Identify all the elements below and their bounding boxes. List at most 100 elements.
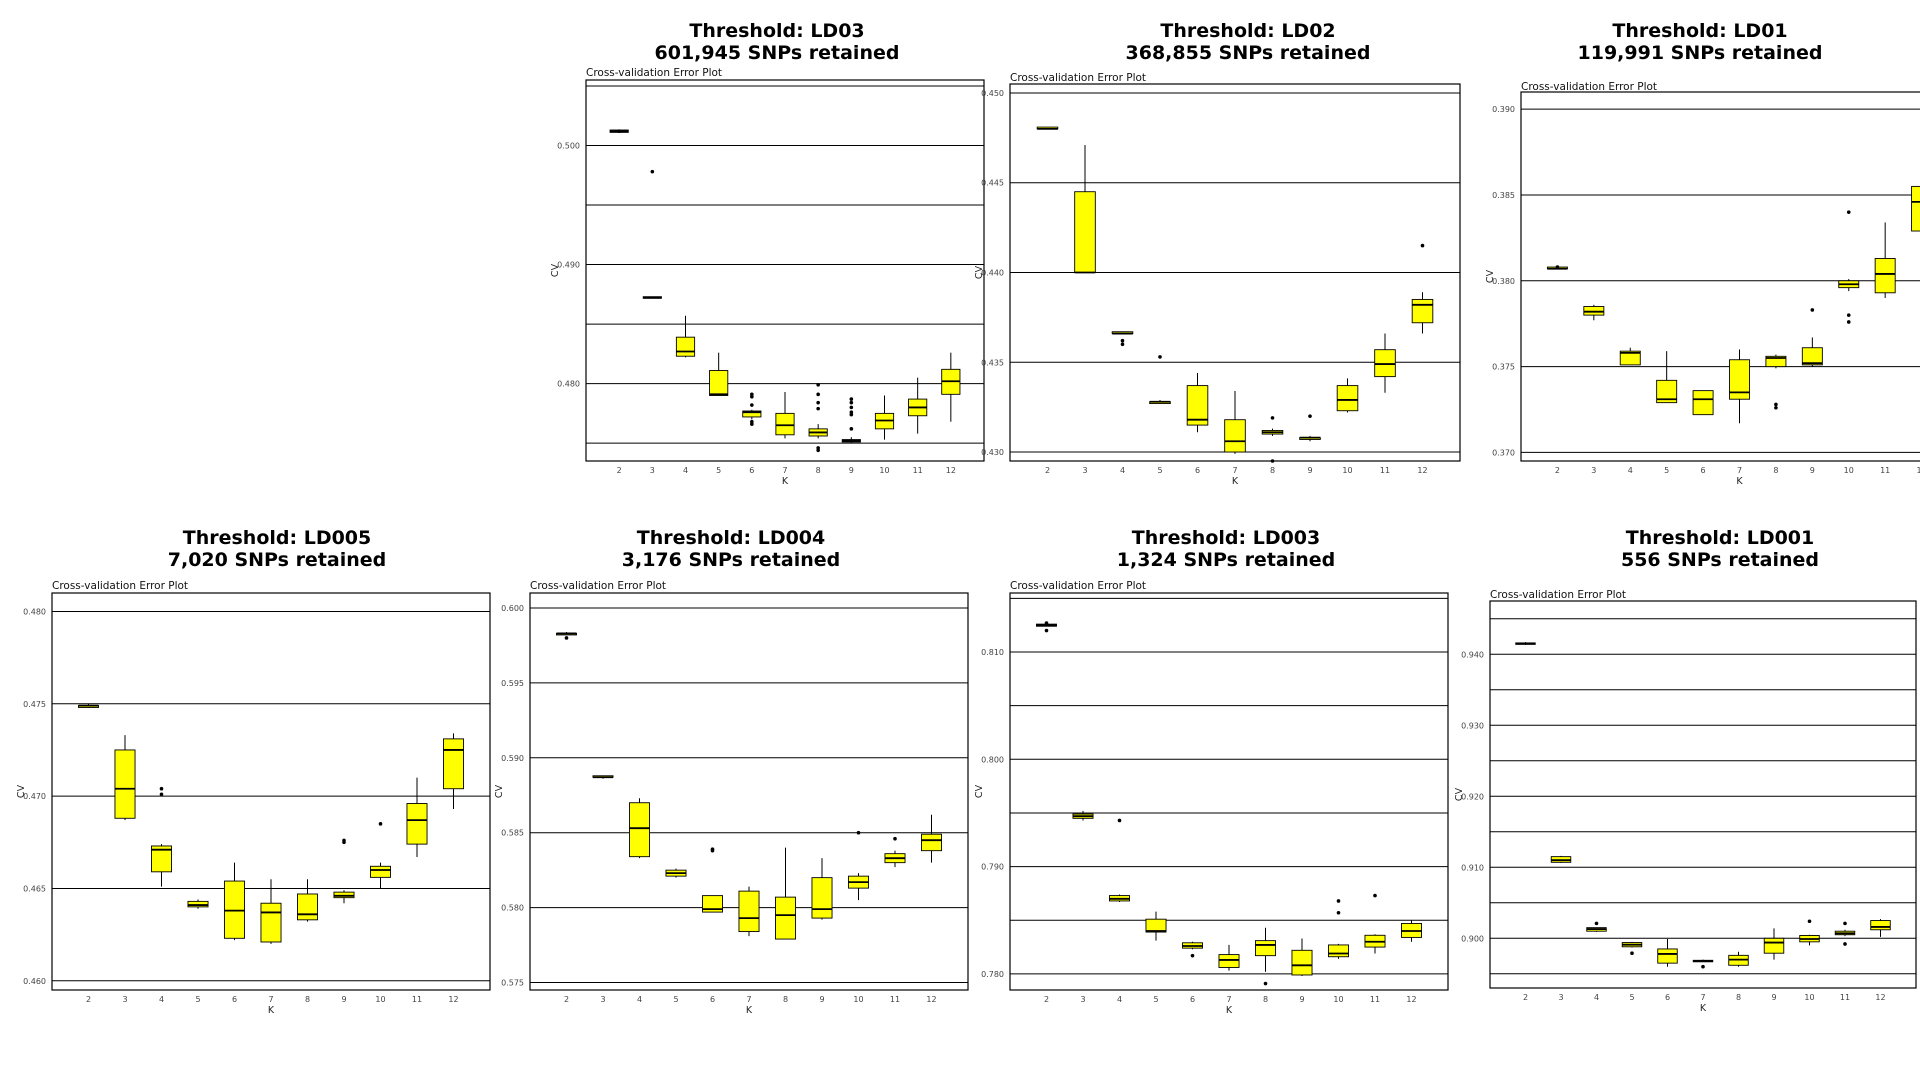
outlier-point: [1044, 628, 1049, 633]
panel-title: Threshold: LD004: [636, 527, 826, 549]
box-iqr: [1145, 918, 1167, 933]
x-tick-label: 11: [1370, 995, 1380, 1004]
box-k-10: [848, 830, 869, 901]
y-tick-label: 0.445: [981, 179, 1004, 188]
box-k-8: [1728, 951, 1749, 967]
panel-title: Threshold: LD01: [1612, 20, 1788, 42]
box-k-6: [1186, 373, 1209, 433]
y-tick-label: 0.940: [1461, 650, 1484, 659]
box-k-7: [738, 886, 760, 937]
box-iqr: [1186, 385, 1209, 426]
box-k-2: [1036, 126, 1059, 130]
x-tick-label: 5: [1629, 993, 1634, 1002]
x-tick-label: 4: [683, 466, 688, 475]
y-tick-label: 0.480: [557, 380, 580, 389]
outlier-point: [159, 786, 164, 791]
outlier-point: [1843, 942, 1847, 946]
x-axis-label: K: [1700, 1003, 1707, 1014]
x-tick-label: 3: [1080, 995, 1085, 1004]
box-k-11: [1364, 893, 1386, 954]
x-tick-label: 6: [232, 995, 237, 1004]
box-k-10: [1336, 378, 1359, 413]
box-k-12: [941, 352, 961, 422]
panel-subtitle: 7,020 SNPs retained: [167, 549, 387, 571]
outlier-point: [1120, 338, 1125, 343]
y-axis-label: CV: [550, 263, 561, 277]
box-iqr: [742, 410, 762, 418]
outlier-point: [849, 397, 854, 401]
x-tick-label: 3: [1591, 466, 1596, 475]
box-iqr: [297, 893, 318, 921]
panel-subtitle: 556 SNPs retained: [1620, 549, 1820, 571]
box-iqr: [775, 896, 796, 940]
y-tick-label: 0.460: [23, 977, 46, 986]
box-iqr: [629, 802, 650, 858]
x-tick-label: 2: [1555, 466, 1560, 475]
box-k-2: [78, 703, 99, 708]
y-tick-label: 0.435: [981, 358, 1004, 367]
box-k-10: [1838, 210, 1860, 324]
outlier-point: [1555, 265, 1560, 269]
y-tick-label: 0.480: [23, 607, 46, 616]
box-k-4: [151, 786, 172, 887]
x-tick-label: 8: [305, 995, 310, 1004]
box-k-12: [921, 814, 942, 863]
box-iqr: [1255, 940, 1276, 957]
box-k-6: [702, 847, 723, 913]
box-iqr: [1619, 350, 1641, 366]
x-axis-label: K: [1736, 476, 1743, 487]
box-k-5: [187, 899, 209, 909]
box-iqr: [738, 890, 760, 933]
x-tick-label: 5: [716, 466, 721, 475]
box-iqr: [1656, 379, 1678, 404]
x-tick-label: 8: [1736, 993, 1741, 1002]
x-tick-label: 6: [710, 995, 715, 1004]
outlier-point: [710, 848, 715, 853]
outlier-point: [1630, 951, 1634, 956]
plot-title: Cross-validation Error Plot: [1521, 81, 1658, 93]
box-k-9: [333, 838, 355, 904]
box-k-4: [1111, 331, 1134, 347]
outlier-point: [750, 403, 754, 407]
box-k-8: [808, 383, 828, 453]
outlier-point: [1846, 313, 1851, 317]
x-tick-label: 11: [1840, 993, 1850, 1002]
outlier-point: [1420, 243, 1425, 248]
outlier-point: [816, 383, 820, 387]
y-tick-label: 0.370: [1492, 448, 1515, 457]
outlier-point: [750, 394, 754, 399]
outlier-point: [1270, 459, 1275, 463]
boxplot-chart: 0.575 0.580 0.585 0.590 0.595 0.600 CV 2 3 4 5 6 7 8 9…: [494, 592, 969, 1016]
box-iqr: [811, 877, 833, 919]
panel-title: Threshold: LD02: [1160, 20, 1336, 42]
y-axis-label: CV: [1485, 269, 1496, 283]
x-tick-label: 11: [1380, 466, 1390, 475]
y-tick-label: 0.590: [501, 754, 524, 763]
x-tick-label: 9: [341, 995, 346, 1004]
x-tick-label: 12: [1417, 466, 1427, 475]
boxplot-chart: 0.370 0.375 0.380 0.385 0.390 CV 2 3 4 5 6 7 8 9 10 11 1…: [1485, 91, 1920, 487]
box-k-4: [1619, 347, 1641, 366]
box-iqr: [1765, 355, 1787, 368]
box-k-2: [1036, 621, 1057, 633]
outlier-point: [159, 792, 164, 797]
panel-subtitle: 3,176 SNPs retained: [621, 549, 841, 571]
box-k-5: [1145, 911, 1167, 941]
box-iqr: [260, 902, 282, 943]
outlier-point: [342, 840, 346, 845]
plot-title: Cross-validation Error Plot: [1490, 589, 1627, 601]
y-tick-label: 0.470: [23, 792, 46, 801]
x-tick-label: 4: [637, 995, 642, 1004]
y-tick-label: 0.465: [23, 884, 46, 893]
x-tick-label: 10: [1804, 993, 1814, 1002]
box-k-9: [841, 397, 861, 444]
x-tick-label: 12: [946, 466, 956, 475]
y-tick-label: 0.810: [981, 648, 1004, 657]
panel-subtitle: 119,991 SNPs retained: [1577, 42, 1823, 64]
x-tick-label: 8: [1773, 466, 1778, 475]
panel-title: Threshold: LD005: [182, 527, 372, 549]
boxplot-chart: 0.460 0.465 0.470 0.475 0.480 CV 2 3 4 5 6 7 8 9 10 11 1…: [16, 592, 491, 1016]
box-k-8: [1261, 416, 1284, 463]
x-tick-label: 5: [673, 995, 678, 1004]
outlier-point: [1594, 921, 1599, 926]
